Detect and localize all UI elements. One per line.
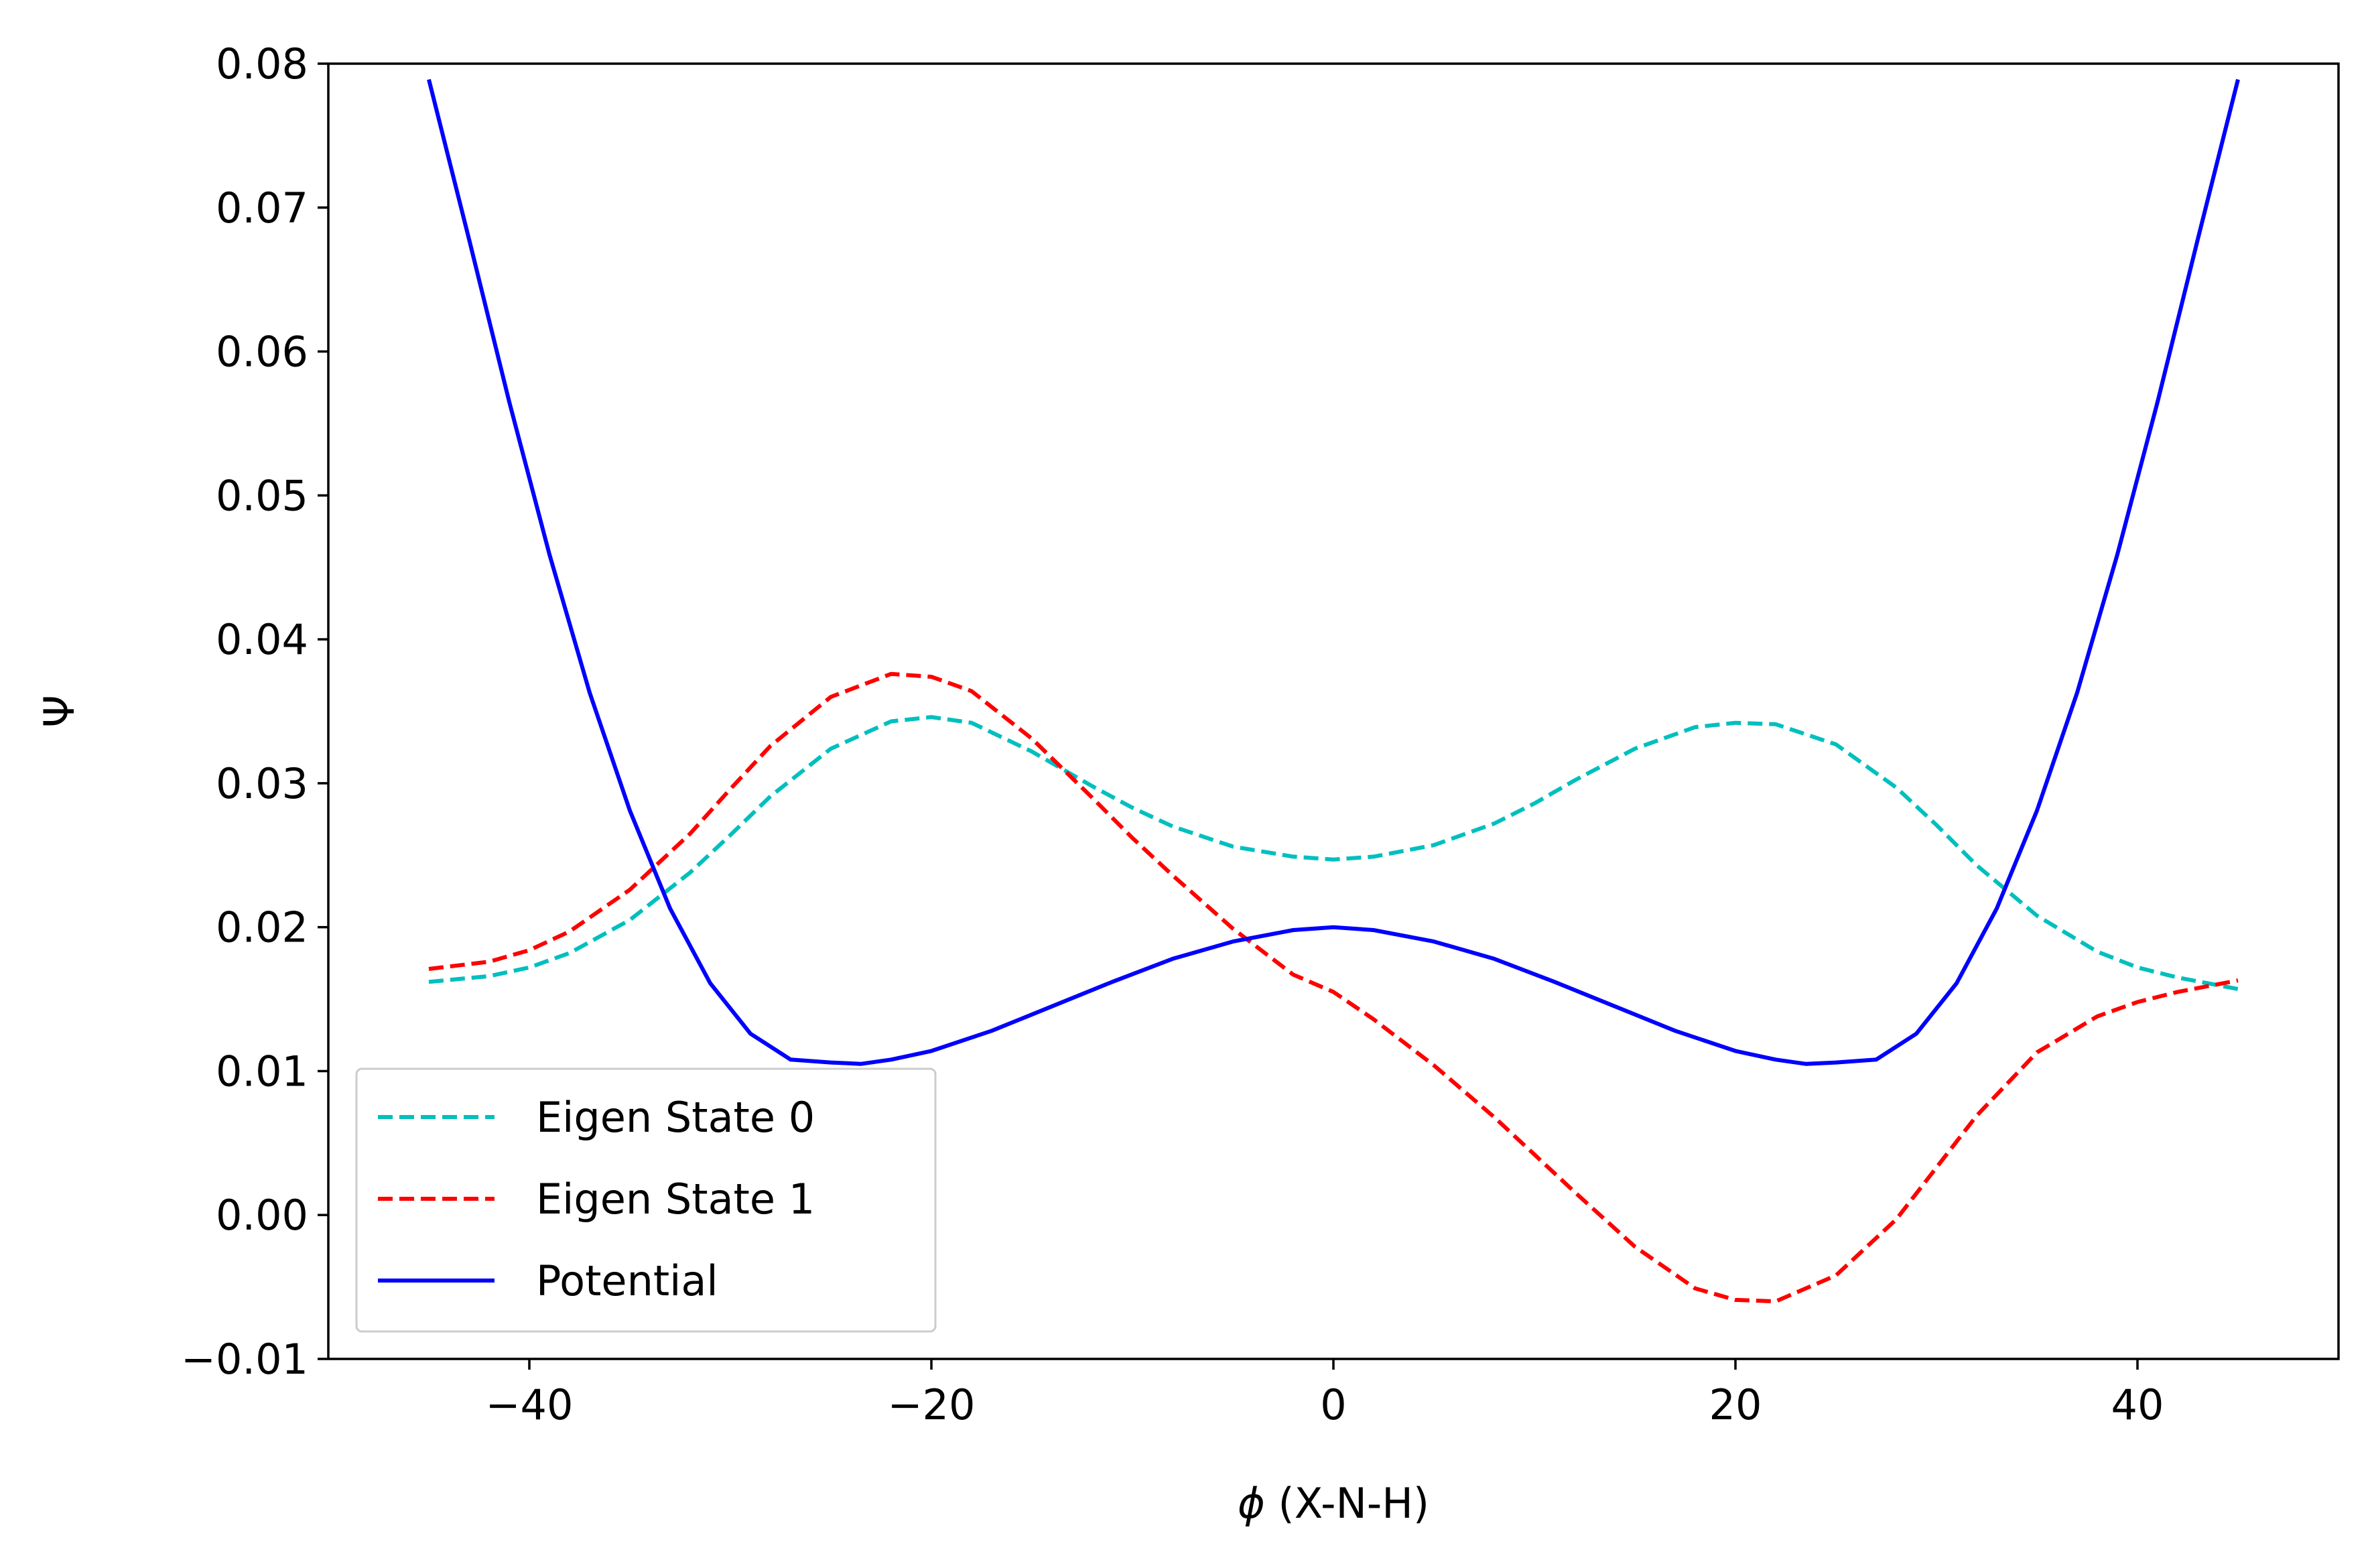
x-tick-label: −20 (888, 1380, 976, 1429)
y-tick-label: 0.00 (216, 1191, 308, 1240)
y-tick-label: 0.03 (216, 759, 308, 808)
y-tick-label: 0.04 (216, 615, 308, 664)
y-tick-label: 0.05 (216, 471, 308, 520)
series-line-1 (428, 671, 2239, 1304)
y-axis-label: Ψ (35, 695, 84, 728)
legend: Eigen State 0 Eigen State 1 Potential (355, 1067, 937, 1333)
legend-box (355, 1067, 937, 1333)
legend-label-1: Eigen State 1 (536, 1175, 815, 1224)
x-tick-label: 0 (1320, 1380, 1346, 1429)
x-axis-label-text: (X-N-H) (1265, 1479, 1429, 1528)
y-tick-label: 0.08 (216, 40, 308, 88)
x-axis-label: ϕ (X-N-H) (1238, 1479, 1429, 1528)
x-tick-label: 20 (1709, 1380, 1762, 1429)
x-tick-label: −40 (486, 1380, 574, 1429)
x-tick-label: 40 (2111, 1380, 2164, 1429)
legend-label-0: Eigen State 0 (536, 1093, 815, 1142)
y-tick-label: 0.07 (216, 184, 308, 233)
series-line-0 (428, 715, 2239, 991)
axis-ticks: −40 −20 0 20 40 −0.01 0.00 0.01 0.02 0.03 0.04 0.05… (181, 40, 2164, 1429)
y-tick-label: 0.06 (216, 328, 308, 377)
x-axis-label-symbol: ϕ (1238, 1479, 1265, 1528)
y-tick-label: 0.01 (216, 1047, 308, 1096)
y-tick-label: −0.01 (181, 1335, 308, 1384)
y-tick-label: 0.02 (216, 903, 308, 952)
legend-label-2: Potential (536, 1256, 718, 1305)
plot-area (427, 78, 2240, 1304)
series-line-2 (427, 78, 2240, 1066)
